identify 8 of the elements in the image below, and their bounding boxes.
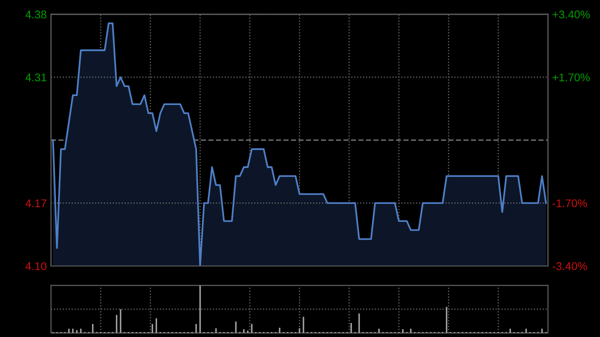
y-tick-label: 4.17 (25, 199, 46, 208)
y2-tick-label: +3.40% (552, 10, 590, 18)
y-tick-label: 4.38 (25, 10, 46, 18)
y2-tick-label: -3.40% (552, 262, 587, 270)
y-tick-label: 4.10 (25, 262, 46, 270)
y2-tick-label: +1.70% (552, 73, 590, 82)
y-tick-label: 4.31 (25, 73, 46, 82)
y2-tick-label: -1.70% (552, 199, 587, 208)
